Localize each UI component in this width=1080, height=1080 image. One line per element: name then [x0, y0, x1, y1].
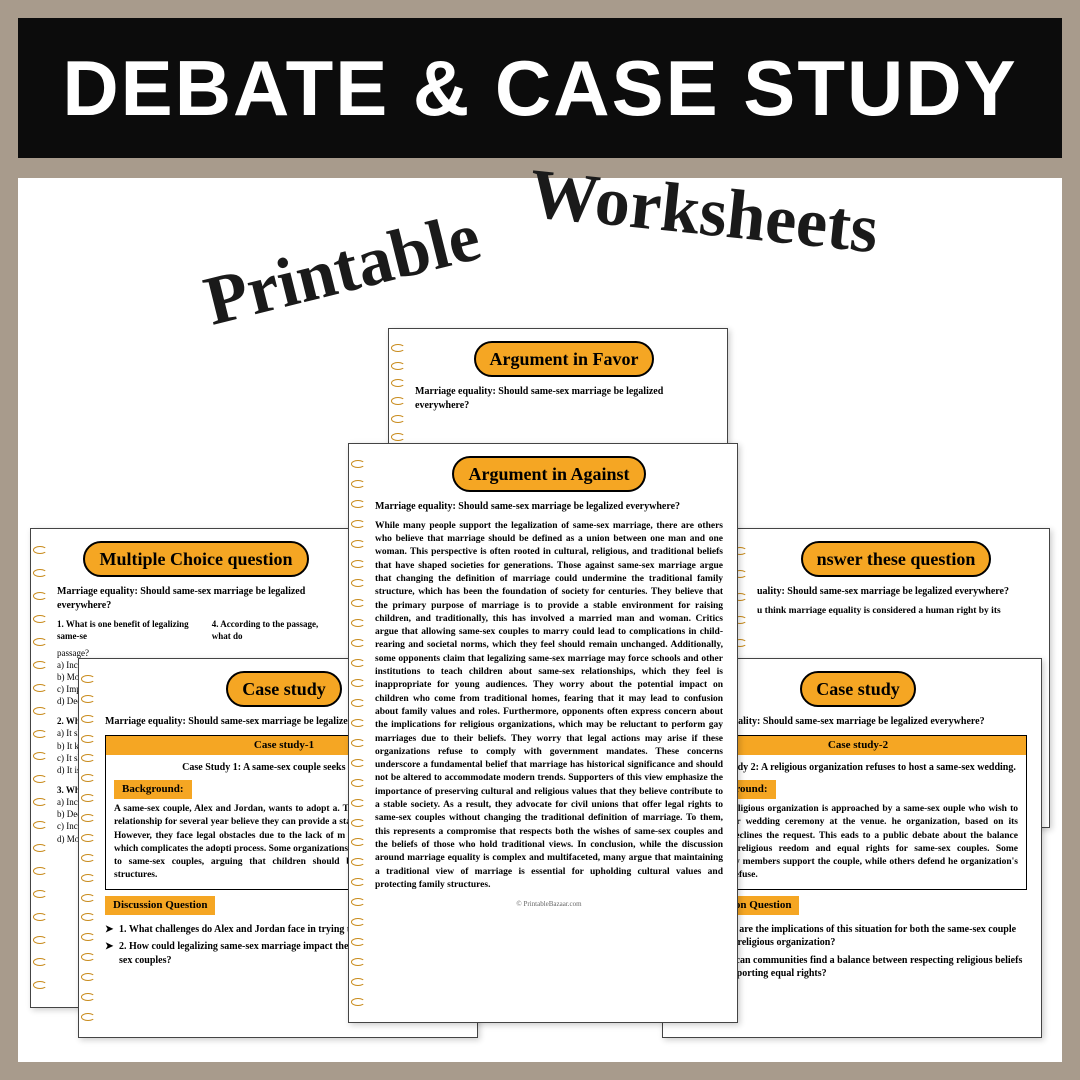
answer-q1: u think marriage equality is considered …: [757, 605, 1035, 618]
case1-bg-label: Background:: [114, 780, 192, 799]
case2-dq1: 1. What are the implications of this sit…: [703, 923, 1027, 950]
header-bar: DEBATE & CASE STUDY: [18, 18, 1062, 158]
case2-heading: Case Study 2: A religious organization r…: [698, 761, 1018, 775]
script-heading: Printable Worksheets: [17, 170, 1063, 276]
footer-credit: © PrintableBazaar.com: [375, 900, 723, 909]
answer-title: nswer these question: [801, 541, 992, 577]
against-body: While many people support the legalizati…: [375, 520, 723, 892]
against-subtitle: Marriage equality: Should same-sex marri…: [375, 500, 723, 514]
case2-bg-text: A local religious organization is approa…: [698, 803, 1018, 883]
script-word-1: Printable: [198, 202, 487, 338]
answer-subtitle: uality: Should same-sex marriage be lega…: [757, 585, 1035, 599]
mcq-q1: 1. What is one benefit of legalizing sam…: [57, 618, 202, 642]
favor-title: Argument in Favor: [474, 341, 655, 377]
case2-dq-list: 1. What are the implications of this sit…: [689, 923, 1027, 981]
mcq-subtitle: Marriage equality: Should same-sex marri…: [57, 585, 335, 612]
mcq-q1-extra: 4. According to the passage, what do: [212, 618, 335, 642]
content-area: Printable Worksheets Argument in Favor M…: [18, 178, 1062, 1062]
mcq-opt: passage?: [57, 647, 335, 659]
worksheet-against: Argument in Against Marriage equality: S…: [348, 443, 738, 1023]
case2-box-title: Case study-2: [690, 736, 1026, 755]
case2-title: Case study: [800, 671, 916, 707]
spiral-binding: [81, 669, 99, 1027]
case2-subtitle: arriage equality: Should same-sex marria…: [689, 715, 1027, 729]
mcq-title: Multiple Choice question: [83, 541, 308, 577]
case1-title: Case study: [226, 671, 342, 707]
case1-dq-label: Discussion Question: [105, 896, 215, 915]
favor-subtitle: Marriage equality: Should same-sex marri…: [415, 385, 713, 412]
against-title: Argument in Against: [452, 456, 645, 492]
script-word-2: Worksheets: [526, 159, 881, 265]
case2-dq2: 2. How can communities find a balance be…: [703, 954, 1027, 981]
case2-box: Case study-2 Case Study 2: A religious o…: [689, 735, 1027, 890]
header-title: DEBATE & CASE STUDY: [62, 43, 1017, 134]
spiral-binding: [33, 539, 51, 997]
spiral-binding: [351, 454, 369, 1012]
